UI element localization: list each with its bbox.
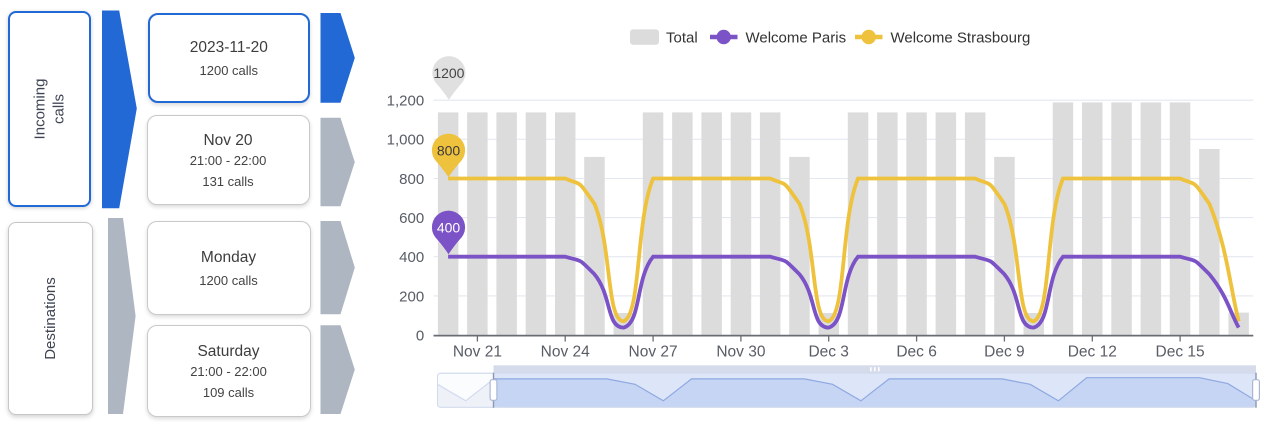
svg-text:800: 800 — [399, 171, 424, 188]
svg-text:Nov 30: Nov 30 — [716, 344, 765, 361]
svg-text:Dec 3: Dec 3 — [808, 344, 849, 361]
svg-text:1200: 1200 — [433, 65, 464, 81]
svg-text:400: 400 — [437, 219, 461, 235]
svg-text:Dec 6: Dec 6 — [896, 344, 937, 361]
svg-text:Nov 24: Nov 24 — [541, 344, 590, 361]
svg-text:Welcome Paris: Welcome Paris — [746, 30, 847, 47]
svg-text:Total: Total — [666, 30, 698, 47]
svg-text:Dec 15: Dec 15 — [1156, 344, 1205, 361]
svg-text:800: 800 — [437, 142, 461, 158]
svg-text:Nov 21: Nov 21 — [453, 344, 502, 361]
svg-text:Welcome Strasbourg: Welcome Strasbourg — [891, 30, 1031, 47]
svg-text:1,000: 1,000 — [387, 132, 425, 149]
svg-text:600: 600 — [399, 210, 424, 227]
svg-text:200: 200 — [399, 288, 424, 305]
svg-text:Dec 9: Dec 9 — [984, 344, 1025, 361]
svg-text:400: 400 — [399, 249, 424, 266]
svg-text:Nov 27: Nov 27 — [629, 344, 678, 361]
svg-text:0: 0 — [416, 327, 424, 344]
svg-text:1,200: 1,200 — [387, 93, 425, 110]
svg-text:Dec 12: Dec 12 — [1068, 344, 1117, 361]
